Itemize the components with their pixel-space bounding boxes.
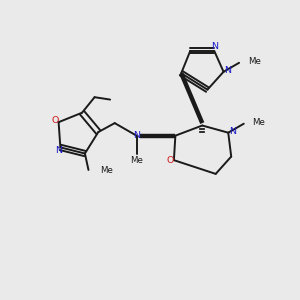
Text: N: N <box>224 66 232 75</box>
Text: N: N <box>212 42 218 51</box>
Text: Me: Me <box>130 156 143 165</box>
Text: O: O <box>166 156 173 165</box>
Text: N: N <box>229 127 236 136</box>
Text: N: N <box>55 146 62 155</box>
Text: O: O <box>51 116 59 125</box>
Text: N: N <box>133 131 140 140</box>
Text: Me: Me <box>248 57 261 66</box>
Text: Me: Me <box>100 166 113 175</box>
Text: Me: Me <box>252 118 265 127</box>
